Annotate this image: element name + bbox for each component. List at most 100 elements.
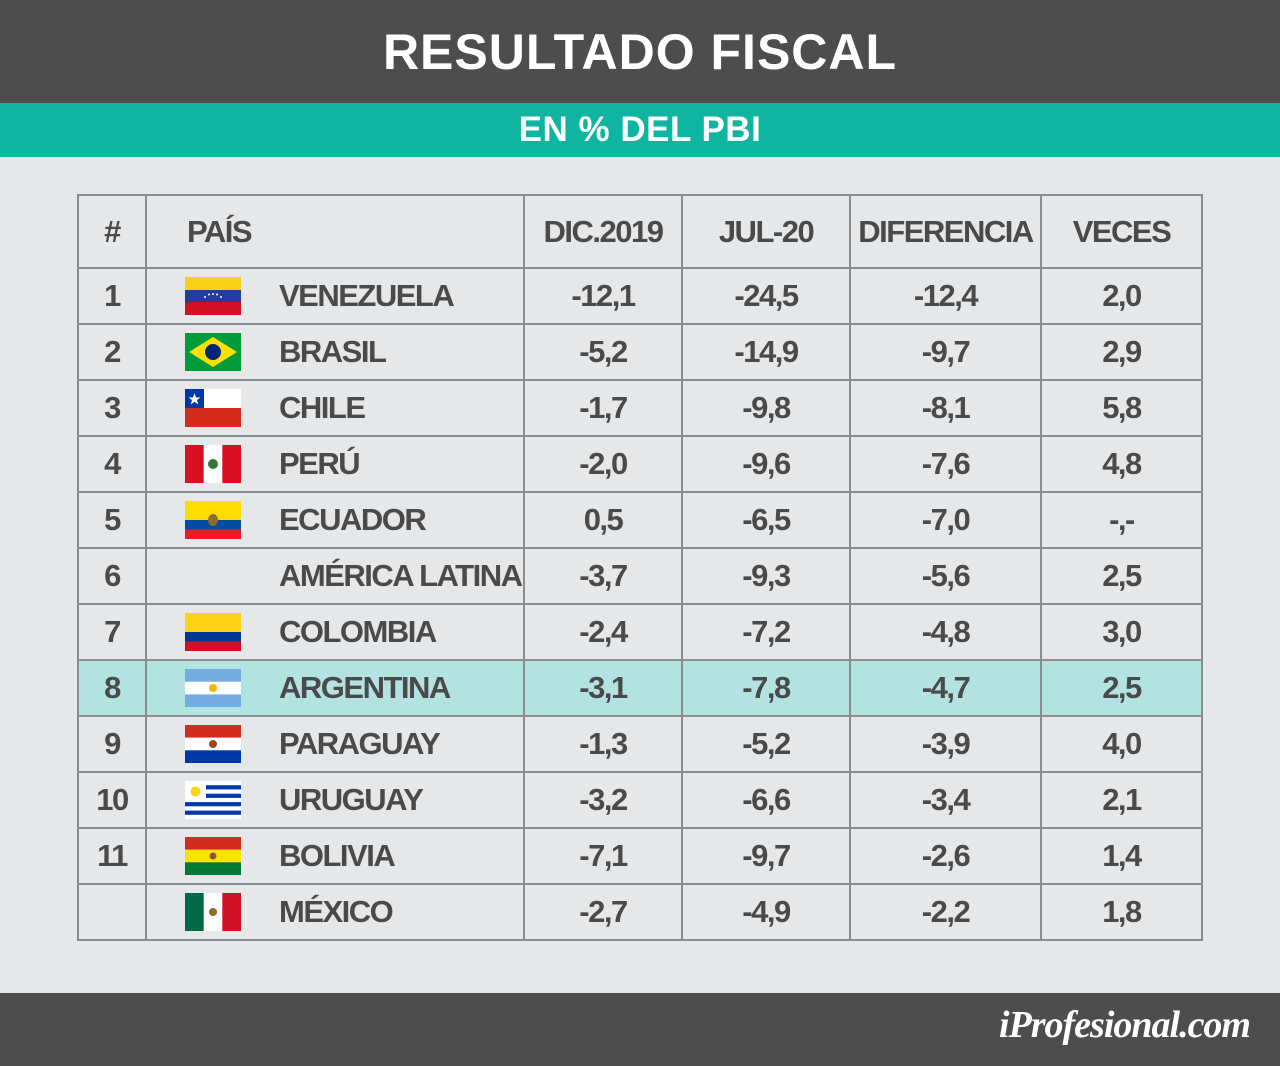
veces-cell: 4,8 (1040, 435, 1203, 493)
table-row: 3 CHILE -1,7 -9,8 -8,1 5,8 (77, 379, 1203, 437)
diferencia-cell: -5,6 (849, 547, 1042, 605)
table-row: 9 PARAGUAY -1,3 -5,2 -3,9 4,0 (77, 715, 1203, 773)
veces-cell: -,- (1040, 491, 1203, 549)
dic2019-cell: -2,0 (523, 435, 683, 493)
table-row: 8 ARGENTINA -3,1 -7,8 -4,7 2,5 (77, 659, 1203, 717)
header-rank: # (77, 194, 147, 269)
header-veces: VECES (1040, 194, 1203, 269)
table-row: 11 BOLIVIA -7,1 -9,7 -2,6 1,4 (77, 827, 1203, 885)
uruguay-flag-icon (185, 781, 241, 819)
veces-cell: 1,4 (1040, 827, 1203, 885)
rank-cell: 3 (77, 379, 147, 437)
country-cell-content: URUGUAY (147, 773, 523, 827)
table-row: 5 ECUADOR 0,5 -6,5 -7,0 -,- (77, 491, 1203, 549)
country-name: ECUADOR (279, 502, 427, 537)
header-jul20: JUL-20 (681, 194, 851, 269)
country-cell-content: PARAGUAY (147, 717, 523, 771)
mexico-flag-icon (185, 893, 241, 931)
veces-cell: 1,8 (1040, 883, 1203, 941)
jul20-cell: -6,6 (681, 771, 851, 829)
country-cell-content: ARGENTINA (147, 661, 523, 715)
header-dic2019: DIC.2019 (523, 194, 683, 269)
jul20-cell: -9,8 (681, 379, 851, 437)
footer-bar: iProfesional.com (0, 993, 1280, 1066)
page-title: RESULTADO FISCAL (382, 23, 898, 80)
country-cell: CHILE (145, 379, 525, 437)
country-name: COLOMBIA (279, 614, 437, 649)
rank-cell: 4 (77, 435, 147, 493)
rank-cell: 10 (77, 771, 147, 829)
fiscal-table-container: # PAÍS DIC.2019 JUL-20 DIFERENCIA VECES … (77, 194, 1203, 941)
veces-cell: 2,0 (1040, 267, 1203, 325)
argentina-flag-icon (185, 669, 241, 707)
country-name: BOLIVIA (279, 838, 396, 873)
dic2019-cell: -12,1 (523, 267, 683, 325)
country-cell: PERÚ (145, 435, 525, 493)
rank-cell: 11 (77, 827, 147, 885)
rank-cell: 6 (77, 547, 147, 605)
diferencia-cell: -4,7 (849, 659, 1042, 717)
table-row: 10 URUGUAY -3,2 -6,6 -3,4 2,1 (77, 771, 1203, 829)
dic2019-cell: -1,3 (523, 715, 683, 773)
country-cell-content: COLOMBIA (147, 605, 523, 659)
peru-flag-icon (185, 445, 241, 483)
country-name: VENEZUELA (279, 278, 455, 313)
country-cell: BOLIVIA (145, 827, 525, 885)
country-name: PARAGUAY (279, 726, 441, 761)
table-row: 6 AMÉRICA LATINA -3,7 -9,3 -5,6 2,5 (77, 547, 1203, 605)
country-cell-content: BRASIL (147, 325, 523, 379)
dic2019-cell: -2,7 (523, 883, 683, 941)
header-diferencia: DIFERENCIA (849, 194, 1042, 269)
country-name: BRASIL (279, 334, 387, 369)
country-cell: VENEZUELA (145, 267, 525, 325)
diferencia-cell: -7,0 (849, 491, 1042, 549)
country-cell-content: AMÉRICA LATINA (147, 549, 523, 603)
veces-cell: 5,8 (1040, 379, 1203, 437)
dic2019-cell: -7,1 (523, 827, 683, 885)
diferencia-cell: -3,4 (849, 771, 1042, 829)
rank-cell: 7 (77, 603, 147, 661)
table-row: MÉXICO -2,7 -4,9 -2,2 1,8 (77, 883, 1203, 941)
country-name: URUGUAY (279, 782, 424, 817)
jul20-cell: -4,9 (681, 883, 851, 941)
diferencia-cell: -12,4 (849, 267, 1042, 325)
country-cell: MÉXICO (145, 883, 525, 941)
bolivia-flag-icon (185, 837, 241, 875)
country-cell-content: MÉXICO (147, 885, 523, 939)
dic2019-cell: -3,7 (523, 547, 683, 605)
fiscal-table: # PAÍS DIC.2019 JUL-20 DIFERENCIA VECES … (77, 194, 1203, 941)
jul20-cell: -7,8 (681, 659, 851, 717)
jul20-cell: -7,2 (681, 603, 851, 661)
header-country: PAÍS (145, 194, 525, 269)
colombia-flag-icon (185, 613, 241, 651)
country-name: MÉXICO (279, 894, 394, 929)
country-cell-content: PERÚ (147, 437, 523, 491)
rank-cell: 8 (77, 659, 147, 717)
country-cell-content: ECUADOR (147, 493, 523, 547)
country-name: ARGENTINA (279, 670, 451, 705)
veces-cell: 2,1 (1040, 771, 1203, 829)
rank-cell: 5 (77, 491, 147, 549)
diferencia-cell: -2,2 (849, 883, 1042, 941)
diferencia-cell: -9,7 (849, 323, 1042, 381)
venezuela-flag-icon (185, 277, 241, 315)
diferencia-cell: -8,1 (849, 379, 1042, 437)
country-name: AMÉRICA LATINA (279, 558, 523, 593)
country-cell: ARGENTINA (145, 659, 525, 717)
country-cell: COLOMBIA (145, 603, 525, 661)
veces-cell: 2,5 (1040, 547, 1203, 605)
page-subtitle: EN % DEL PBI (518, 110, 762, 149)
dic2019-cell: -2,4 (523, 603, 683, 661)
country-cell-content: CHILE (147, 381, 523, 435)
jul20-cell: -9,6 (681, 435, 851, 493)
country-cell-content: BOLIVIA (147, 829, 523, 883)
rank-cell (77, 883, 147, 941)
country-name: CHILE (279, 390, 366, 425)
country-cell: ECUADOR (145, 491, 525, 549)
brazil-flag-icon (185, 333, 241, 371)
veces-cell: 4,0 (1040, 715, 1203, 773)
country-cell: AMÉRICA LATINA (145, 547, 525, 605)
chile-flag-icon (185, 389, 241, 427)
header-bar: RESULTADO FISCAL (0, 0, 1280, 103)
table-row: 2 BRASIL -5,2 -14,9 -9,7 2,9 (77, 323, 1203, 381)
